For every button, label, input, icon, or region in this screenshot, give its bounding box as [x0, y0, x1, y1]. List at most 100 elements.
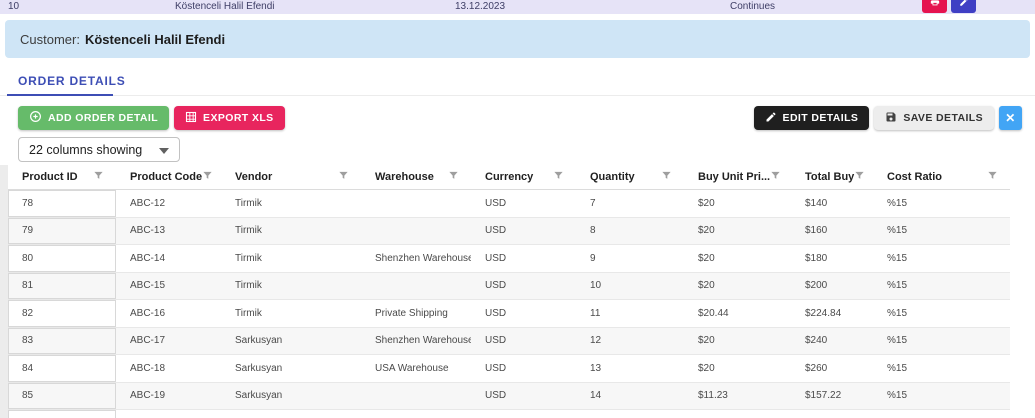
filter-funnel-icon[interactable] [661, 170, 672, 184]
table-cell[interactable]: 10 [590, 280, 602, 292]
table-cell[interactable]: Tirmik [235, 307, 262, 319]
table-cell[interactable]: $20 [698, 197, 715, 209]
table-cell[interactable]: ABC-18 [130, 362, 166, 374]
table-cell[interactable]: 8 [590, 225, 596, 237]
table-cell[interactable]: ABC-13 [130, 225, 166, 237]
table-cell[interactable] [361, 218, 471, 245]
table-cell[interactable]: $20 [698, 335, 715, 347]
table-cell[interactable]: $180 [805, 252, 828, 264]
table-cell[interactable]: USD [485, 335, 507, 347]
table-cell[interactable]: Sarkusyan [235, 335, 283, 347]
table-row[interactable]: 81 ABC-15 Tirmik USD 10 $20 $200 %15 [8, 272, 1010, 300]
product-id-cell[interactable]: 85 [8, 383, 116, 410]
table-cell[interactable]: USD [485, 362, 507, 374]
table-cell[interactable]: 12 [590, 335, 602, 347]
columns-dropdown[interactable]: 22 columns showing [18, 137, 180, 162]
table-cell[interactable]: %15 [873, 410, 1010, 418]
product-id-cell[interactable]: 78 [8, 190, 116, 217]
table-cell[interactable]: $160 [805, 225, 828, 237]
table-cell[interactable]: 11 [590, 307, 601, 319]
table-cell[interactable]: USD [485, 225, 507, 237]
product-id-cell[interactable]: 80 [8, 245, 116, 272]
product-id-cell[interactable]: 79 [8, 218, 116, 245]
table-cell[interactable]: 14 [590, 390, 602, 402]
table-cell[interactable]: 9 [590, 252, 596, 264]
column-header[interactable]: Vendor [221, 165, 361, 189]
table-cell[interactable] [361, 383, 471, 410]
table-row[interactable]: 82 ABC-16 Tirmik Private Shipping USD 11 $20.4… [8, 300, 1010, 328]
save-details-button[interactable]: SAVE DETAILS [874, 106, 994, 130]
product-id-cell[interactable]: 81 [8, 273, 116, 300]
column-header[interactable]: Currency [471, 165, 576, 189]
table-cell[interactable]: %15 [887, 307, 908, 319]
table-cell[interactable]: %15 [887, 225, 908, 237]
column-header[interactable]: Quantity [576, 165, 684, 189]
table-row[interactable]: 86ABC-20SarkusyanUSA WarehouseUSD15$20$3… [8, 410, 1010, 418]
table-cell[interactable]: %15 [887, 335, 908, 347]
edit-details-button[interactable]: EDIT DETAILS [753, 106, 870, 130]
table-cell[interactable]: $300 [791, 410, 873, 418]
table-row[interactable]: 84 ABC-18 Sarkusyan USA Warehouse USD 13 $20 $2… [8, 355, 1010, 383]
table-cell[interactable]: USD [471, 410, 576, 418]
table-cell[interactable]: ABC-12 [130, 197, 166, 209]
table-cell[interactable]: $200 [805, 280, 828, 292]
table-cell[interactable]: $20 [698, 280, 715, 292]
export-xls-button[interactable]: EXPORT XLS [174, 106, 285, 130]
table-row[interactable]: 85 ABC-19 Sarkusyan USD 14 $11.23 $157.22 %15 [8, 382, 1010, 410]
filter-funnel-icon[interactable] [202, 170, 213, 184]
table-cell[interactable]: ABC-19 [130, 390, 166, 402]
table-row[interactable]: 78 ABC-12 Tirmik USD 7 $20 $140 %15 [8, 190, 1010, 218]
column-header[interactable]: Buy Unit Pri... [684, 165, 791, 189]
table-cell[interactable]: Sarkusyan [235, 390, 283, 402]
table-cell[interactable]: $140 [805, 197, 828, 209]
table-cell[interactable]: USA Warehouse [375, 362, 449, 374]
filter-funnel-icon[interactable] [93, 170, 104, 184]
table-cell[interactable]: Tirmik [235, 252, 262, 264]
table-cell[interactable]: Tirmik [235, 280, 262, 292]
table-cell[interactable]: $20 [698, 362, 715, 374]
filter-funnel-icon[interactable] [854, 170, 865, 184]
table-cell[interactable]: $20 [684, 410, 791, 418]
column-header[interactable]: Product Code [116, 165, 221, 189]
table-cell[interactable]: Shenzhen Warehouse [375, 252, 471, 264]
table-cell[interactable]: USD [485, 307, 507, 319]
table-cell[interactable]: ABC-17 [130, 335, 166, 347]
table-cell[interactable] [361, 190, 471, 217]
table-cell[interactable]: $20 [698, 225, 715, 237]
table-cell[interactable]: $11.23 [698, 390, 728, 402]
edit-order-button[interactable] [951, 0, 976, 13]
table-cell[interactable]: ABC-14 [130, 252, 166, 264]
table-cell[interactable]: %15 [887, 197, 908, 209]
table-cell[interactable]: $224.84 [805, 307, 842, 319]
table-cell[interactable]: $260 [805, 362, 828, 374]
table-cell[interactable]: 15 [576, 410, 684, 418]
product-id-cell[interactable]: 83 [8, 328, 116, 355]
table-cell[interactable]: %15 [887, 390, 908, 402]
parent-order-row[interactable]: 10 Köstenceli Halil Efendi 13.12.2023 Co… [0, 0, 1035, 14]
filter-funnel-icon[interactable] [770, 170, 781, 184]
table-cell[interactable]: %15 [887, 252, 908, 264]
table-cell[interactable]: USA Warehouse [361, 410, 471, 418]
table-cell[interactable]: Tirmik [235, 197, 262, 209]
table-cell[interactable]: Shenzhen Warehouse [375, 335, 471, 347]
table-cell[interactable]: USD [485, 390, 507, 402]
column-header[interactable]: Warehouse [361, 165, 471, 189]
product-id-cell[interactable]: 84 [8, 355, 116, 382]
print-button[interactable] [922, 0, 947, 13]
table-cell[interactable] [361, 273, 471, 300]
table-cell[interactable]: Private Shipping [375, 307, 448, 319]
product-id-cell[interactable]: 82 [8, 300, 116, 327]
table-row[interactable]: 83 ABC-17 Sarkusyan Shenzhen Warehouse USD 12… [8, 327, 1010, 355]
filter-funnel-icon[interactable] [448, 170, 459, 184]
table-cell[interactable]: Sarkusyan [235, 362, 283, 374]
column-header[interactable]: Cost Ratio [873, 165, 1010, 189]
table-cell[interactable]: $20.44 [698, 307, 729, 319]
table-row[interactable]: 79 ABC-13 Tirmik USD 8 $20 $160 %15 [8, 217, 1010, 245]
column-header[interactable]: Total Buy [791, 165, 873, 189]
table-cell[interactable]: ABC-16 [130, 307, 166, 319]
filter-funnel-icon[interactable] [987, 170, 998, 184]
product-id-cell[interactable]: 86 [8, 410, 116, 418]
tab-order-details[interactable]: ORDER DETAILS [18, 74, 126, 88]
table-cell[interactable]: USD [485, 197, 507, 209]
close-button[interactable]: ✕ [999, 106, 1022, 130]
